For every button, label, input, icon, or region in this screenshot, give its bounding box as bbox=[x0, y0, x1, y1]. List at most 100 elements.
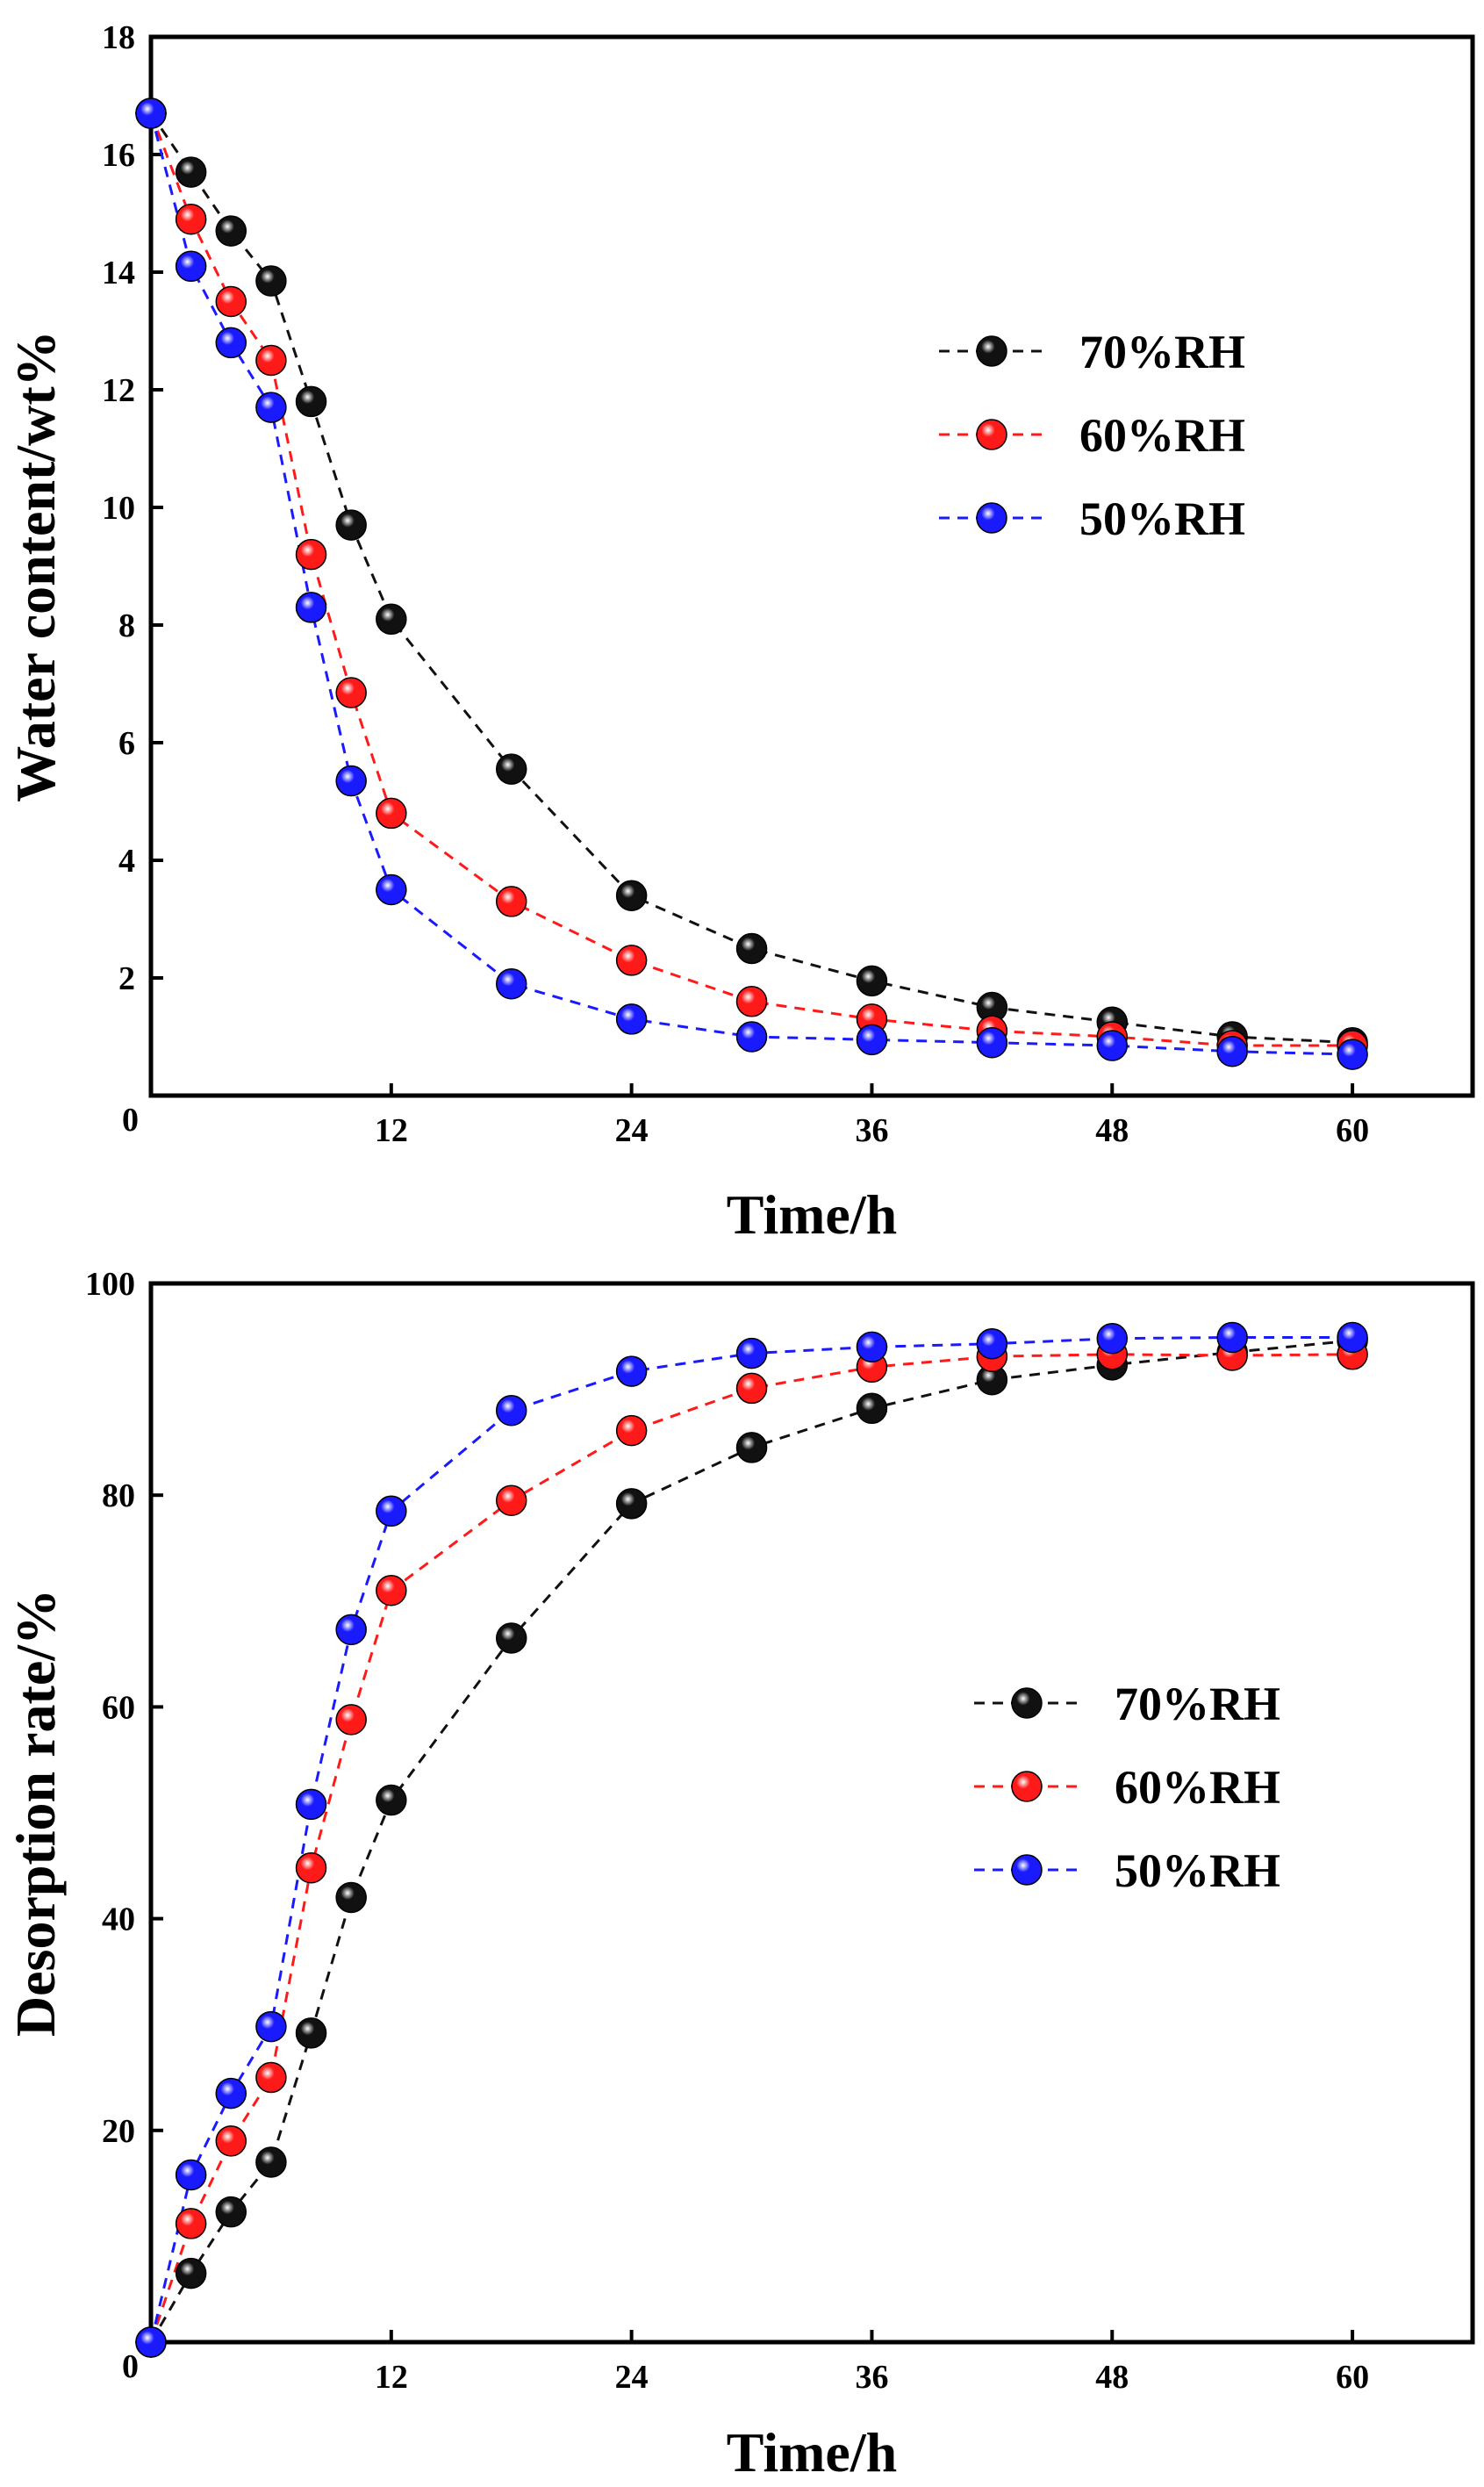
series-markers bbox=[135, 97, 1368, 1070]
y-tick-label: 60 bbox=[102, 1689, 135, 1726]
y-tick-label: 40 bbox=[102, 1901, 135, 1938]
data-point bbox=[495, 1622, 527, 1654]
panel-desorption-rate: 12 24 36 48 60 0 20 40 60 80 100 70%RH 60%RH 50%RH D… bbox=[4, 1266, 1475, 2483]
legend-label: 70%RH bbox=[1079, 326, 1245, 378]
legend-marker bbox=[976, 502, 1007, 534]
data-point bbox=[856, 1331, 888, 1363]
series-markers bbox=[135, 1321, 1368, 2358]
series-line-50%RH bbox=[149, 1336, 1353, 2343]
data-point bbox=[255, 2061, 287, 2094]
data-point bbox=[495, 753, 527, 785]
x-tick-label: 12 bbox=[375, 1112, 408, 1149]
series-line-70%RH bbox=[149, 1339, 1353, 2343]
data-point bbox=[615, 1355, 648, 1387]
data-point bbox=[1216, 1036, 1248, 1067]
data-point bbox=[295, 2017, 327, 2049]
data-point bbox=[495, 967, 527, 1000]
y-axis-title: Water content/wt% bbox=[4, 330, 67, 801]
data-point bbox=[615, 1414, 648, 1447]
y-tick-label: 100 bbox=[85, 1266, 135, 1303]
data-point bbox=[175, 203, 207, 235]
legend-marker bbox=[976, 419, 1007, 450]
data-point bbox=[175, 250, 207, 283]
legend-entry: 60%RH bbox=[939, 409, 1245, 462]
legend-marker bbox=[1011, 1687, 1043, 1719]
data-point bbox=[856, 1024, 888, 1056]
data-point bbox=[295, 538, 327, 571]
legend-marker bbox=[1011, 1771, 1043, 1802]
data-point bbox=[735, 1432, 768, 1463]
data-point bbox=[175, 156, 207, 188]
series-lines bbox=[149, 1336, 1353, 2343]
x-tick-label: 12 bbox=[375, 2359, 408, 2396]
data-point bbox=[495, 1394, 527, 1427]
data-point bbox=[735, 932, 768, 965]
legend: 70%RH 60%RH 50%RH bbox=[974, 1678, 1280, 1897]
data-point bbox=[495, 1484, 527, 1516]
data-point bbox=[735, 1337, 768, 1369]
legend-entry: 50%RH bbox=[939, 492, 1245, 545]
data-point bbox=[615, 945, 648, 976]
legend-label: 50%RH bbox=[1079, 492, 1245, 545]
data-point bbox=[215, 2125, 247, 2157]
x-tick-label: 24 bbox=[615, 2359, 649, 2396]
legend-entry: 70%RH bbox=[939, 326, 1245, 378]
data-point bbox=[335, 1614, 367, 1646]
data-point bbox=[335, 765, 367, 797]
legend-label: 50%RH bbox=[1115, 1844, 1280, 1897]
legend-label: 60%RH bbox=[1079, 409, 1245, 462]
series-line-60%RH bbox=[149, 112, 1353, 1047]
data-point bbox=[215, 2196, 247, 2228]
y-tick-label: 8 bbox=[118, 607, 135, 644]
data-point bbox=[255, 392, 287, 423]
data-point bbox=[1216, 1321, 1248, 1354]
y-tick-label: 20 bbox=[102, 2113, 135, 2150]
data-point bbox=[215, 285, 247, 318]
y-tick-label: 14 bbox=[102, 255, 135, 291]
data-point bbox=[175, 2208, 207, 2239]
data-point bbox=[295, 385, 327, 418]
data-point bbox=[255, 265, 287, 297]
data-point bbox=[1337, 1321, 1368, 1354]
x-tick-label: 48 bbox=[1095, 1112, 1129, 1149]
data-point bbox=[175, 2159, 207, 2191]
origin-label: 0 bbox=[122, 1102, 139, 1139]
y-tick-label: 10 bbox=[102, 490, 135, 527]
x-tick-label: 60 bbox=[1336, 2359, 1369, 2396]
data-point bbox=[175, 2257, 207, 2289]
data-point bbox=[335, 1704, 367, 1736]
data-point bbox=[255, 2146, 287, 2178]
origin-label: 0 bbox=[122, 2348, 139, 2385]
x-axis-title: Time/h bbox=[727, 2421, 897, 2483]
x-axis-title: Time/h bbox=[727, 1183, 897, 1246]
series-line-70%RH bbox=[149, 112, 1353, 1045]
data-point bbox=[735, 1372, 768, 1405]
legend-entry: 70%RH bbox=[974, 1678, 1280, 1730]
data-point bbox=[615, 880, 648, 911]
data-point bbox=[215, 327, 247, 359]
data-point bbox=[1337, 1039, 1368, 1070]
axis-ticks: 12 24 36 48 60 0 20 40 60 80 100 bbox=[85, 1266, 1369, 2396]
legend-label: 60%RH bbox=[1115, 1761, 1280, 1814]
y-tick-label: 6 bbox=[118, 725, 135, 762]
data-point bbox=[615, 1003, 648, 1035]
data-point bbox=[295, 1788, 327, 1821]
data-point bbox=[335, 509, 367, 541]
data-point bbox=[295, 1851, 327, 1884]
plot-frame bbox=[148, 1281, 1475, 2345]
data-point bbox=[976, 1026, 1008, 1059]
data-point bbox=[335, 677, 367, 708]
x-tick-label: 36 bbox=[855, 2359, 888, 2396]
data-point bbox=[1096, 1322, 1129, 1355]
data-point bbox=[376, 797, 407, 830]
y-tick-label: 18 bbox=[102, 19, 135, 56]
data-point bbox=[615, 1488, 648, 1520]
data-point bbox=[735, 986, 768, 1017]
data-point bbox=[335, 1881, 367, 1914]
data-point bbox=[215, 2077, 247, 2110]
data-point bbox=[215, 215, 247, 247]
x-tick-label: 36 bbox=[855, 1112, 888, 1149]
legend-marker bbox=[976, 335, 1007, 367]
data-point bbox=[295, 592, 327, 623]
